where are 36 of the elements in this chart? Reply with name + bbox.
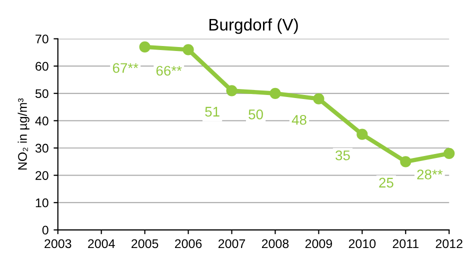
x-tick-label: 2011 xyxy=(392,239,418,248)
x-tick-label: 2008 xyxy=(262,239,289,248)
point xyxy=(226,85,238,96)
data-label: 35 xyxy=(336,150,350,160)
data-label: 25 xyxy=(379,178,394,188)
point xyxy=(444,148,455,160)
point xyxy=(182,44,194,56)
chart-title: Burgdorf (V) xyxy=(209,18,298,34)
y-tick-label: 30 xyxy=(35,144,48,153)
data-label: 67** xyxy=(112,63,138,73)
x-tick-label: 2005 xyxy=(132,239,158,248)
x-tick-label: 2010 xyxy=(348,239,376,248)
y-tick-label: 10 xyxy=(36,198,48,208)
point xyxy=(356,128,368,140)
point xyxy=(139,41,150,53)
y-tick-label: 60 xyxy=(36,62,48,71)
data-label: 28** xyxy=(417,170,443,180)
point xyxy=(313,93,324,104)
data-label: 66** xyxy=(156,66,182,76)
y-tick-label: 0 xyxy=(42,226,48,235)
x-tick-label: 2009 xyxy=(305,239,332,248)
x-tick-label: 2012 xyxy=(436,239,462,248)
point xyxy=(270,88,281,99)
data-label: 50 xyxy=(248,110,263,120)
x-tick-label: 2003 xyxy=(44,239,72,248)
data-label: 48 xyxy=(292,114,306,125)
y-tick-label: 50 xyxy=(35,89,48,98)
y-tick-label: 20 xyxy=(36,171,48,180)
y-tick-label: 40 xyxy=(35,116,48,126)
y-tick-label: 70 xyxy=(36,34,48,44)
x-tick-label: 2007 xyxy=(218,239,246,248)
x-tick-label: 2006 xyxy=(175,239,202,248)
x-tick-label: 2004 xyxy=(88,239,115,248)
point xyxy=(400,156,412,168)
data-label: 51 xyxy=(205,106,220,117)
y-axis-title: NO₂ in µg/m³ xyxy=(18,98,30,170)
